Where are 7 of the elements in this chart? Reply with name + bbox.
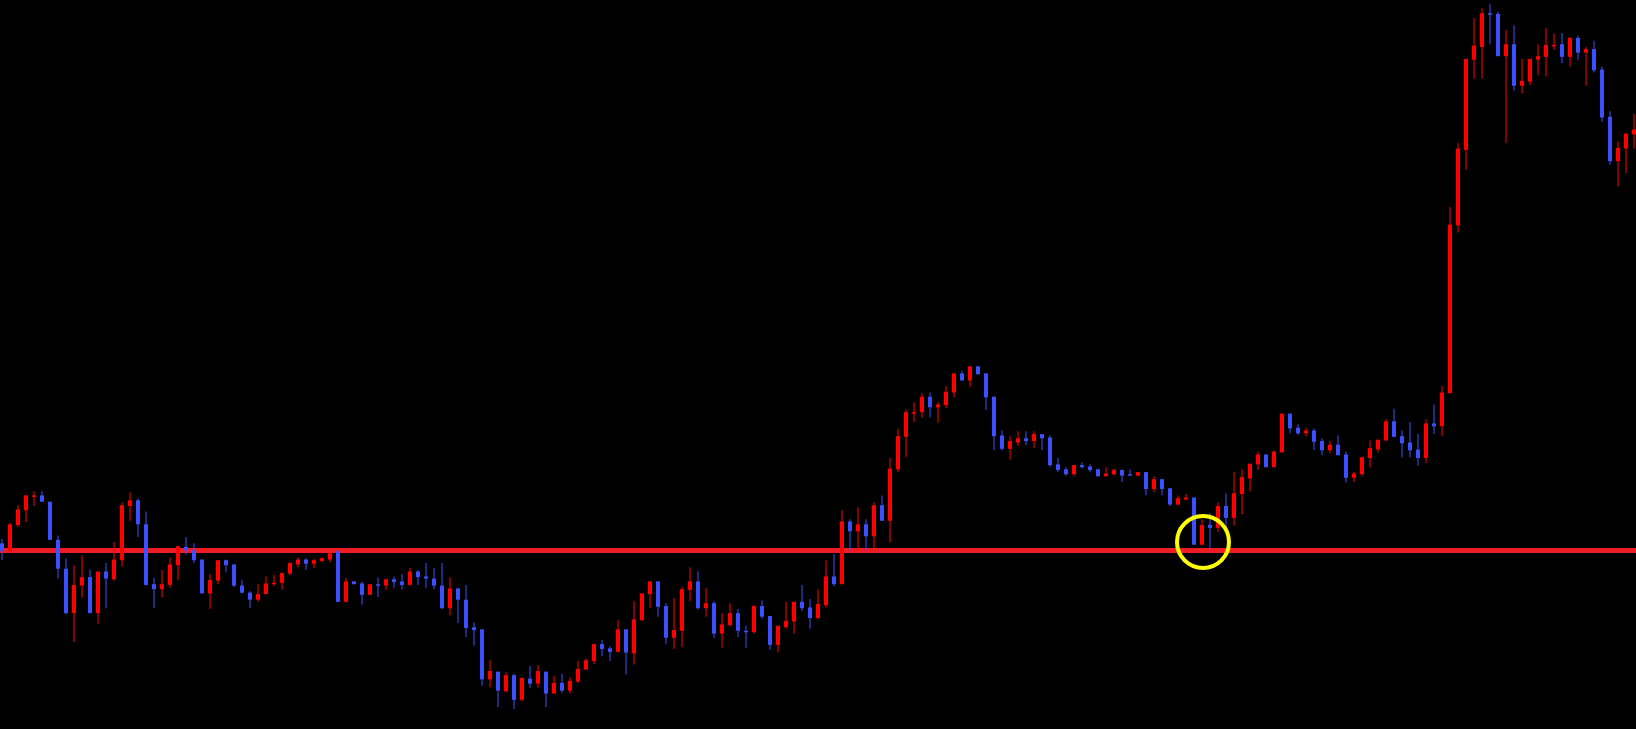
candlestick bbox=[472, 622, 476, 646]
candlestick bbox=[912, 402, 916, 423]
candlestick bbox=[1432, 404, 1436, 435]
candlestick bbox=[1488, 4, 1492, 45]
candlestick bbox=[376, 577, 380, 597]
candlestick bbox=[1584, 47, 1588, 86]
candlestick bbox=[936, 402, 940, 423]
